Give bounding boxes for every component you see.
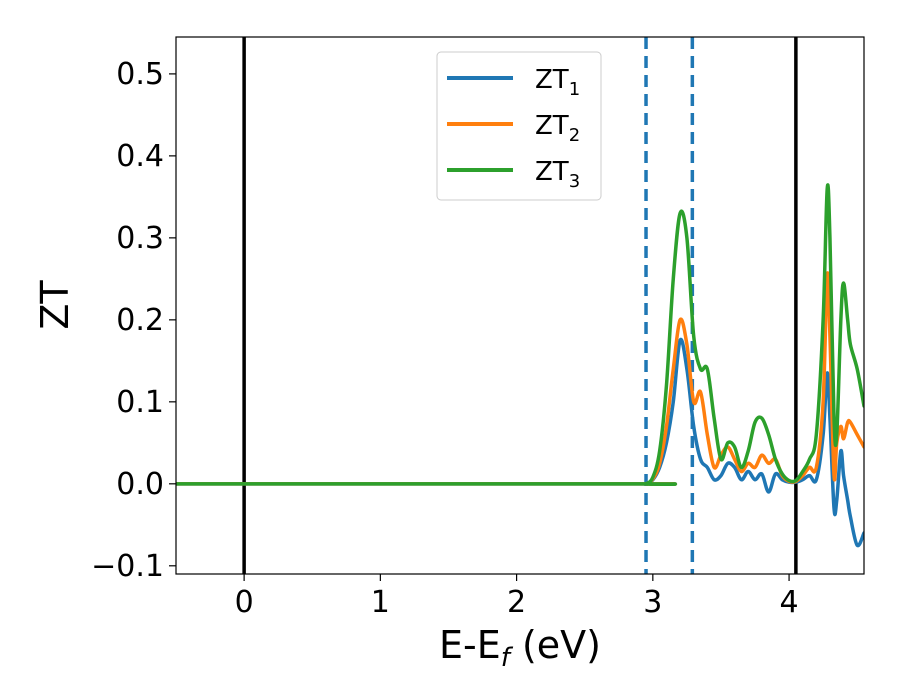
legend-label-zt3: ZT3 [535,157,580,192]
y-tick-label: 0.4 [116,139,164,174]
legend-label-zt2: ZT2 [535,111,580,146]
legend-item-zt3: ZT3 [447,157,580,192]
x-tick-label: 1 [371,585,390,620]
y-tick-label: −0.1 [91,549,164,584]
series-line-zt3 [176,183,864,487]
plot-frame [175,36,865,575]
series-lines [176,183,864,548]
series-line-zt2 [176,271,864,486]
x-axis-label-unit: (eV) [510,623,601,667]
x-axis-label: E-Ef (eV) [439,623,601,673]
x-tick-label: 3 [643,585,662,620]
legend-item-zt1: ZT1 [447,65,580,100]
y-tick-label: 0.3 [116,221,164,256]
x-tick-label: 4 [780,585,799,620]
x-axis-label-main: E-E [439,623,501,667]
x-axis-ticks: 0 1 2 3 4 [235,574,799,620]
legend-frame [436,51,602,201]
legend-label-zt1: ZT1 [535,65,580,100]
y-tick-label: 0.1 [116,385,164,420]
y-axis-label: ZT [33,280,77,330]
legend: ZT1 ZT2 ZT3 [436,51,602,201]
y-axis-ticks: −0.1 0.0 0.1 0.2 0.3 0.4 0.5 [91,57,176,584]
series-line-zt1 [176,337,864,548]
y-tick-label: 0.2 [116,303,164,338]
x-tick-label: 2 [507,585,526,620]
y-tick-label: 0.5 [116,57,164,92]
x-tick-label: 0 [235,585,254,620]
y-tick-label: 0.0 [116,467,164,502]
legend-item-zt2: ZT2 [447,111,580,146]
